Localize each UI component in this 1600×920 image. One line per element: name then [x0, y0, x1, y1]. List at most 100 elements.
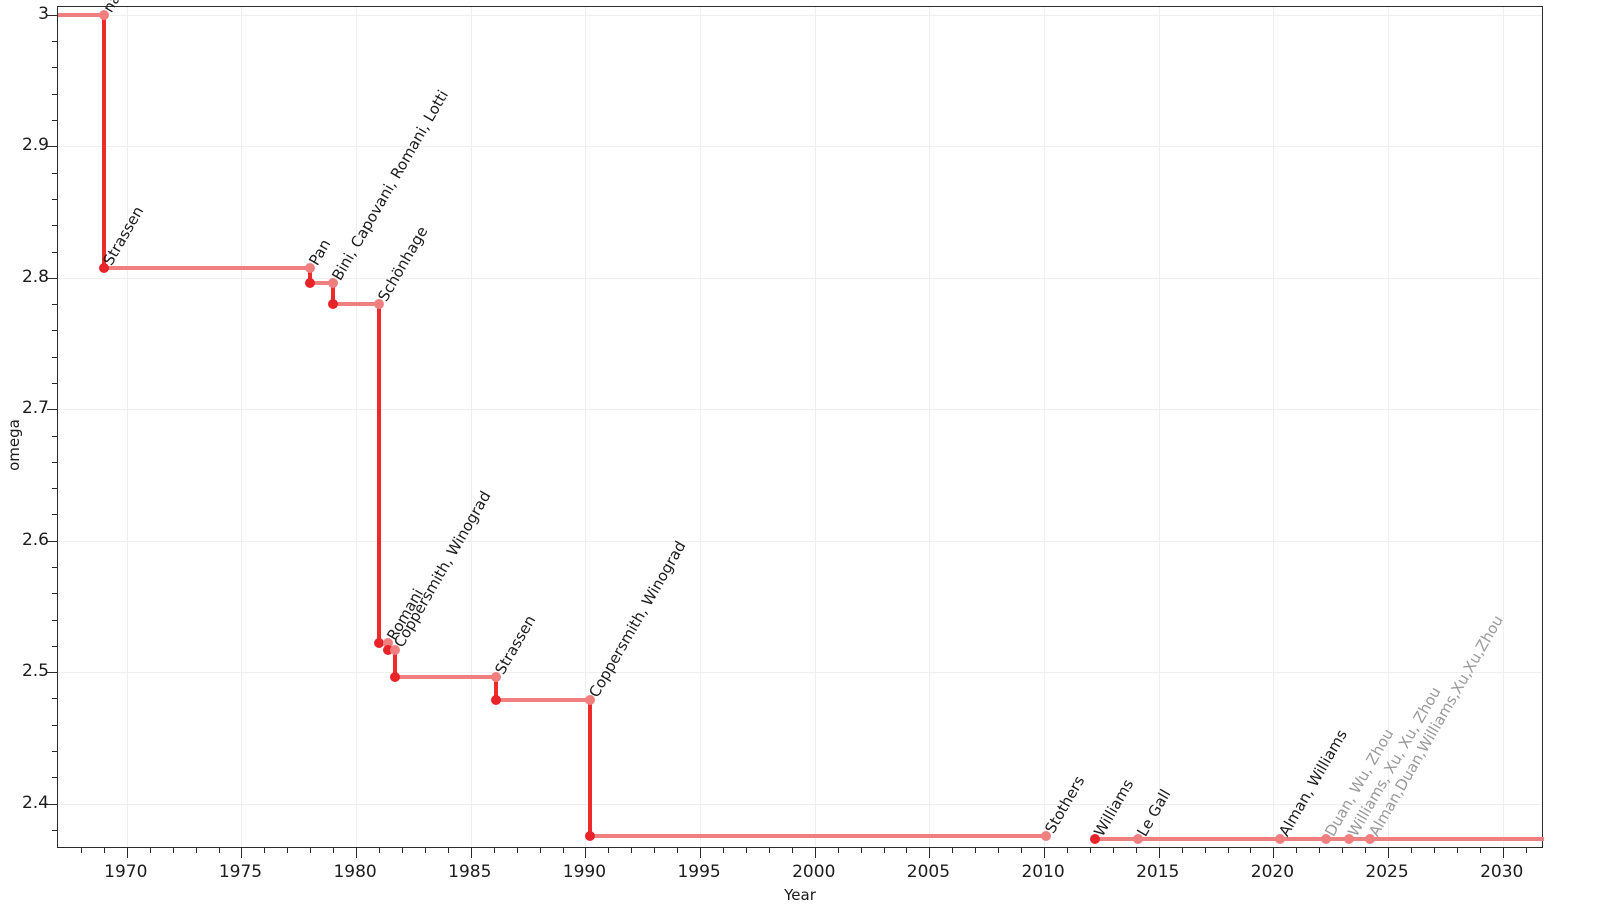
y-tick-minor	[52, 619, 58, 621]
y-tick-minor	[52, 120, 58, 122]
y-tick-label: 2.6	[21, 529, 49, 550]
x-tick-minor	[906, 847, 908, 853]
x-tick-minor	[677, 847, 679, 853]
x-tick-label: 2015	[1136, 862, 1180, 882]
y-tick-minor	[52, 41, 58, 43]
x-tick-minor	[1342, 847, 1344, 853]
x-tick-major	[585, 847, 587, 858]
y-tick-label: 2.4	[21, 792, 49, 813]
x-tick-major	[929, 847, 931, 858]
x-tick-minor	[860, 847, 862, 853]
x-tick-minor	[447, 847, 449, 853]
y-tick-minor	[52, 225, 58, 227]
x-tick-minor	[723, 847, 725, 853]
x-tick-minor	[1479, 847, 1481, 853]
x-tick-minor	[608, 847, 610, 853]
x-tick-minor	[149, 847, 151, 853]
x-tick-minor	[80, 847, 82, 853]
x-tick-label: 1985	[448, 862, 492, 882]
x-tick-label: 2025	[1365, 862, 1409, 882]
x-tick-minor	[1021, 847, 1023, 853]
gridline-vertical	[1502, 7, 1504, 847]
x-tick-major	[814, 847, 816, 858]
x-tick-minor	[745, 847, 747, 853]
y-tick-major	[47, 803, 58, 805]
y-tick-label: 3	[38, 3, 49, 24]
y-tick-label: 2.9	[21, 135, 49, 156]
gridline-horizontal	[58, 540, 1542, 542]
y-tick-major	[47, 672, 58, 674]
x-tick-minor	[1365, 847, 1367, 853]
x-tick-minor	[562, 847, 564, 853]
x-axis-title: Year	[784, 886, 816, 904]
y-axis-title: omega	[5, 419, 23, 471]
gridline-vertical	[356, 7, 358, 847]
x-tick-major	[1044, 847, 1046, 858]
y-tick-minor	[52, 777, 58, 779]
x-tick-minor	[424, 847, 426, 853]
gridline-vertical	[1044, 7, 1046, 847]
x-tick-major	[1158, 847, 1160, 858]
y-tick-minor	[52, 382, 58, 384]
y-tick-major	[47, 409, 58, 411]
x-tick-major	[470, 847, 472, 858]
x-tick-minor	[952, 847, 954, 853]
x-tick-major	[356, 847, 358, 858]
y-tick-minor	[52, 330, 58, 332]
x-tick-minor	[654, 847, 656, 853]
gridline-vertical	[126, 7, 128, 847]
y-tick-minor	[52, 93, 58, 95]
gridline-vertical	[470, 7, 472, 847]
x-tick-label: 2020	[1250, 862, 1295, 882]
x-tick-minor	[172, 847, 174, 853]
x-tick-minor	[1181, 847, 1183, 853]
y-tick-minor	[52, 198, 58, 200]
x-tick-major	[1502, 847, 1504, 858]
y-tick-minor	[52, 751, 58, 753]
y-tick-major	[47, 146, 58, 148]
x-tick-minor	[1456, 847, 1458, 853]
y-tick-minor	[52, 514, 58, 516]
y-tick-major	[47, 14, 58, 16]
x-tick-minor	[631, 847, 633, 853]
y-tick-minor	[52, 593, 58, 595]
x-tick-major	[126, 847, 128, 858]
x-tick-label: 1980	[333, 862, 377, 882]
x-tick-minor	[379, 847, 381, 853]
x-tick-minor	[539, 847, 541, 853]
y-tick-minor	[52, 304, 58, 306]
plot-area	[47, 6, 1544, 858]
x-tick-minor	[1204, 847, 1206, 853]
x-tick-label: 1990	[562, 862, 607, 882]
x-tick-minor	[1319, 847, 1321, 853]
x-tick-label: 2005	[906, 862, 951, 882]
gridline-vertical	[1388, 7, 1390, 847]
x-tick-minor	[287, 847, 289, 853]
gridline-vertical	[1158, 7, 1160, 847]
gridline-vertical	[585, 7, 587, 847]
x-tick-minor	[837, 847, 839, 853]
y-tick-minor	[52, 567, 58, 569]
y-tick-minor	[52, 829, 58, 831]
x-tick-minor	[998, 847, 1000, 853]
x-tick-minor	[103, 847, 105, 853]
gridline-vertical	[700, 7, 702, 847]
y-tick-minor	[52, 461, 58, 463]
y-tick-label: 2.7	[21, 398, 49, 419]
x-tick-minor	[333, 847, 335, 853]
x-tick-label: 2030	[1480, 862, 1524, 882]
y-tick-minor	[52, 67, 58, 69]
y-tick-major	[47, 277, 58, 279]
x-tick-minor	[791, 847, 793, 853]
gridline-horizontal	[58, 409, 1542, 411]
x-tick-minor	[264, 847, 266, 853]
y-tick-minor	[52, 488, 58, 490]
gridline-vertical	[1273, 7, 1275, 847]
x-tick-minor	[1227, 847, 1229, 853]
x-tick-minor	[1525, 847, 1527, 853]
x-tick-minor	[195, 847, 197, 853]
y-tick-label: 2.8	[21, 266, 49, 287]
gridline-horizontal	[58, 277, 1542, 279]
x-tick-minor	[1089, 847, 1091, 853]
gridline-vertical	[241, 7, 243, 847]
